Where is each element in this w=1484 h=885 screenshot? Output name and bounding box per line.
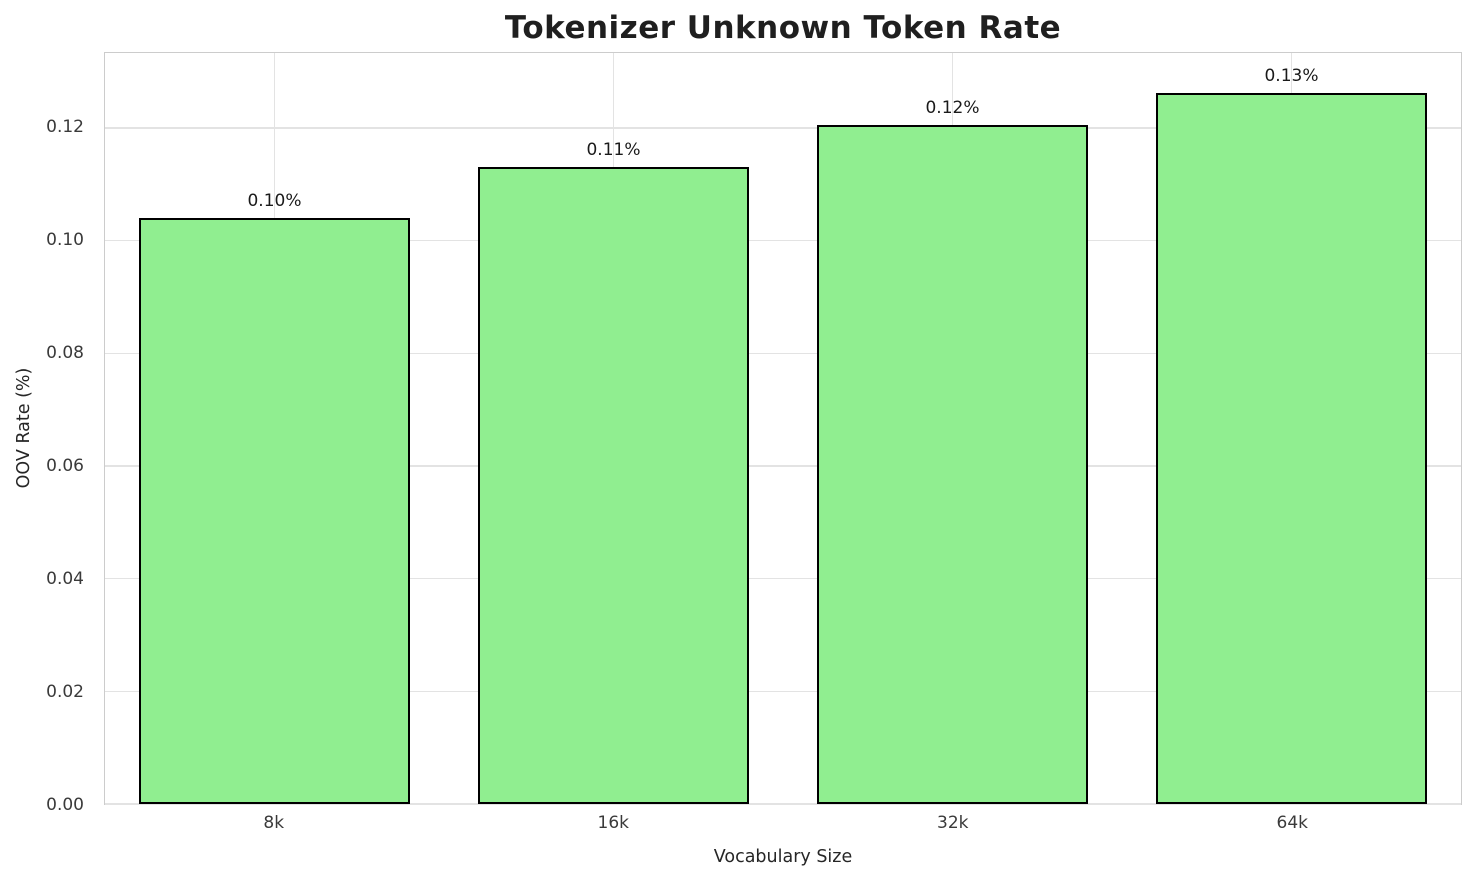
h-gridline — [105, 127, 1461, 129]
h-gridline — [105, 577, 1461, 580]
y-tick-label: 0.04 — [46, 569, 84, 590]
h-gridline — [105, 465, 1461, 467]
bar-value-label: 0.12% — [925, 98, 980, 119]
bar-32k — [816, 125, 1089, 804]
bars: 0.10% 0.11% 0.12% 0.13% — [105, 53, 1461, 804]
x-tick-labels: 8k 16k 32k 64k — [104, 813, 1462, 837]
plot-area: 0.10% 0.11% 0.12% 0.13% — [104, 52, 1462, 805]
h-gridline — [105, 352, 1461, 354]
y-tick-label: 0.10 — [46, 230, 84, 251]
bar-value-label: 0.13% — [1264, 66, 1319, 87]
bar-value-label: 0.10% — [247, 191, 302, 212]
bar-value-label: 0.11% — [586, 140, 641, 161]
y-axis-label: OOV Rate (%) — [14, 367, 34, 489]
bar-8k — [138, 218, 411, 804]
bar-64k — [1155, 93, 1428, 804]
x-tick-label: 8k — [263, 813, 285, 833]
x-tick-label: 16k — [597, 813, 629, 833]
bar-16k — [477, 167, 750, 804]
y-tick-labels: 0.00 0.02 0.04 0.06 0.08 0.10 0.12 — [0, 52, 94, 815]
h-gridline — [105, 690, 1461, 693]
x-tick-label: 32k — [937, 813, 969, 833]
y-tick-label: 0.06 — [46, 456, 84, 477]
h-gridline — [105, 239, 1461, 242]
y-tick-label: 0.12 — [46, 117, 84, 138]
h-gridline — [105, 803, 1461, 805]
y-tick-label: 0.02 — [46, 682, 84, 703]
y-tick-label: 0.08 — [46, 343, 84, 364]
x-tick-label: 64k — [1276, 813, 1308, 833]
chart-title: Tokenizer Unknown Token Rate — [504, 10, 1062, 46]
x-axis-label: Vocabulary Size — [713, 847, 853, 867]
y-tick-label: 0.00 — [46, 795, 84, 815]
